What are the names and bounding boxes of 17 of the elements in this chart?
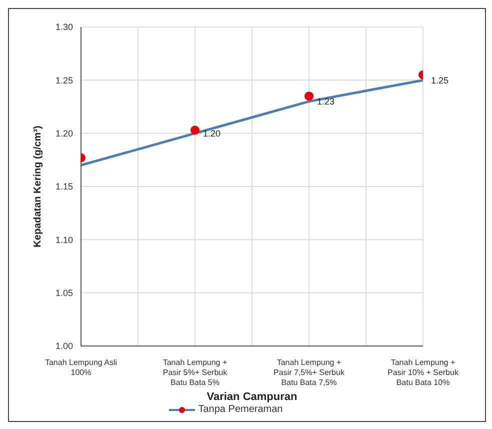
y-tick-label: 1.00 (55, 341, 73, 352)
y-tick-label: 1.10 (55, 234, 73, 245)
data-label: 1.23 (317, 96, 335, 107)
x-tick-label: Tanah Lempung + Pasir 7,5%+ Serbuk Batu Bata 7,5% (274, 358, 346, 387)
y-tick-label: 1.30 (55, 22, 73, 32)
data-label: 1.20 (203, 128, 221, 139)
x-axis-title: Varian Campuran (206, 391, 298, 403)
y-tick-label: 1.25 (55, 75, 73, 86)
y-axis-title: Kepadatan Kering (g/cm³) (32, 126, 44, 248)
x-tick-label: Tanah Lempung + Pasir 5%+ Serbuk Batu Bata 5% (162, 358, 228, 387)
y-tick-label: 1.20 (55, 128, 73, 139)
x-tick-label: Tanah Lempung Asli 100% (44, 358, 118, 377)
y-tick-label: 1.15 (55, 182, 73, 192)
data-label: 1.25 (431, 75, 449, 86)
legend-label: Tanpa Pemeraman (197, 404, 283, 415)
x-tick-label: Tanah Lempung + Pasir 10% + Serbuk Batu Bata 10% (388, 358, 460, 387)
y-tick-label: 1.05 (55, 288, 73, 298)
